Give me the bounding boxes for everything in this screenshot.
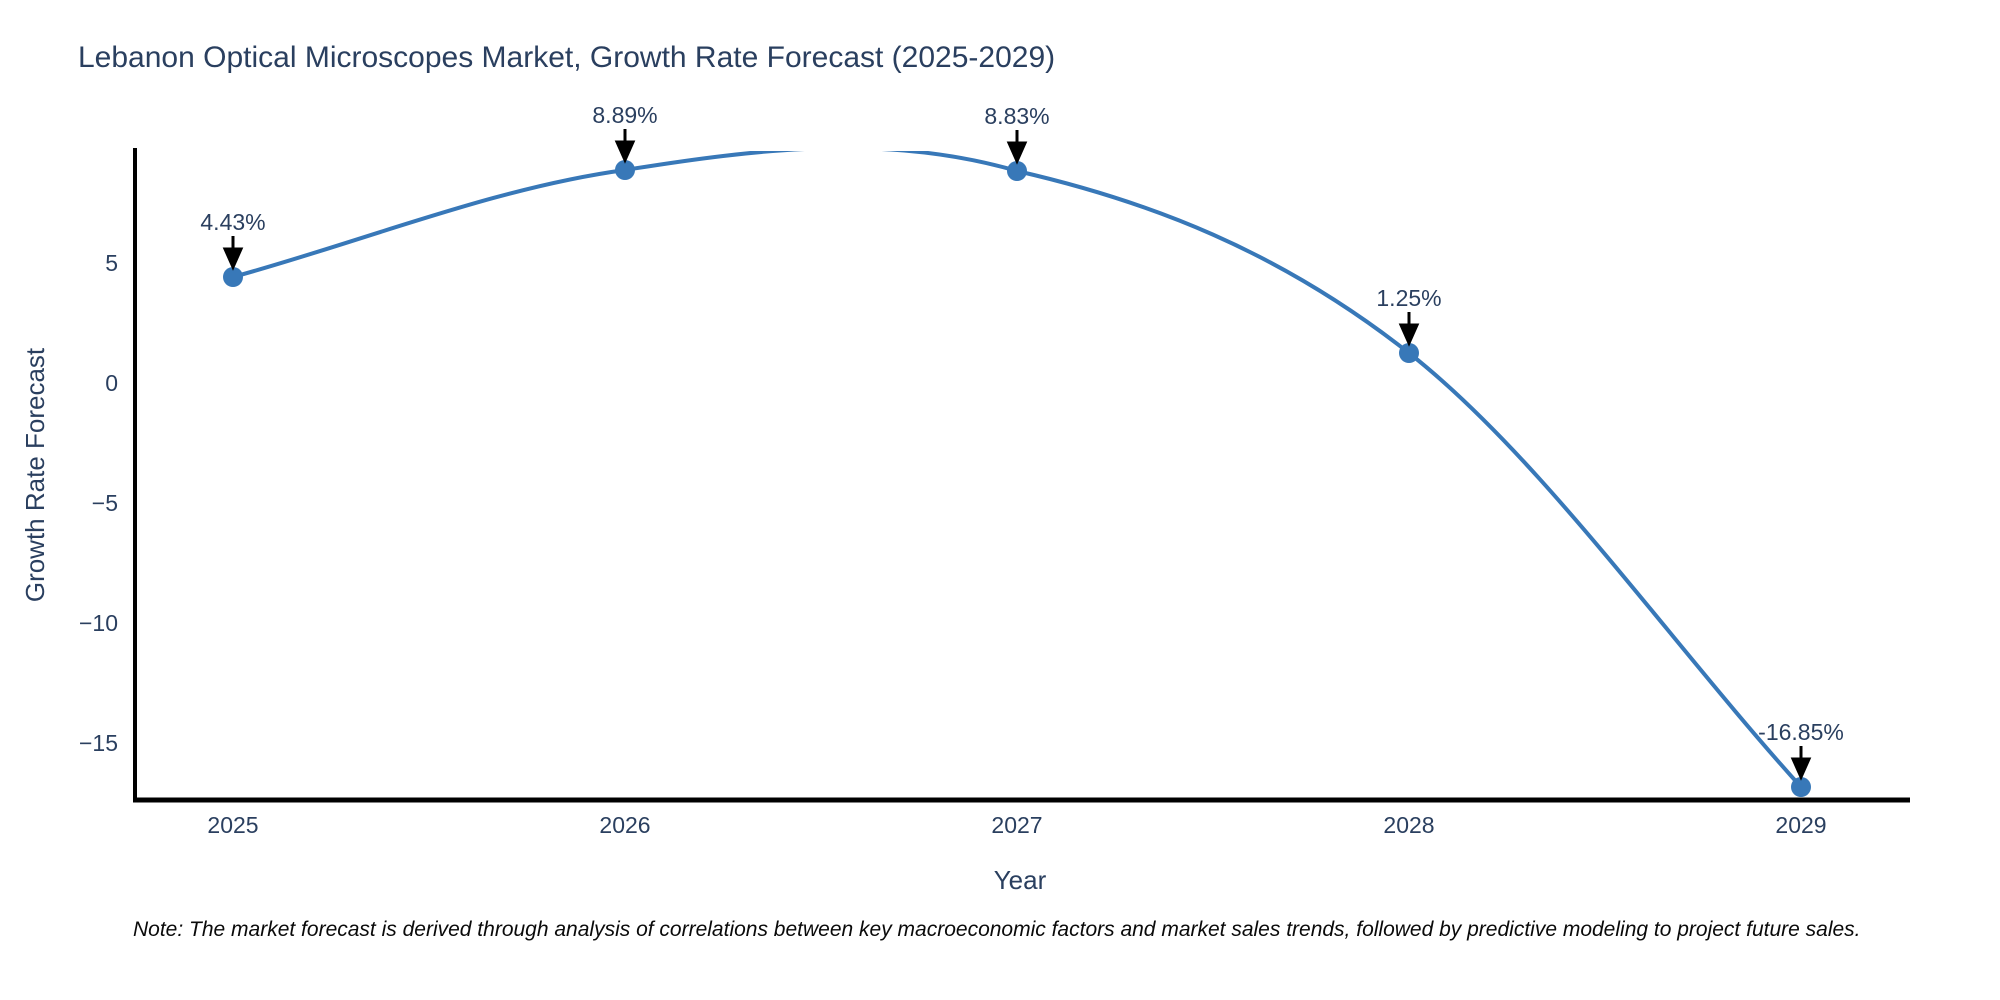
data-point-2029[interactable] <box>1791 777 1811 797</box>
x-tick-2028: 2028 <box>1383 812 1435 838</box>
y-tick-neg15: −15 <box>78 730 118 756</box>
x-tick-2026: 2026 <box>599 812 651 838</box>
y-tick-neg5: −5 <box>91 490 118 516</box>
annotation-arrowhead-2029 <box>1790 757 1812 781</box>
data-point-2026[interactable] <box>615 160 635 180</box>
point-label-2027: 8.83% <box>984 103 1050 129</box>
y-tick-0: 0 <box>105 370 118 396</box>
point-label-2026: 8.89% <box>592 102 658 128</box>
data-point-2025[interactable] <box>223 267 243 287</box>
footnote: Note: The market forecast is derived thr… <box>133 918 1861 941</box>
annotation-arrowhead-2028 <box>1398 323 1420 347</box>
y-axis-title: Growth Rate Forecast <box>20 347 50 603</box>
annotation-arrowhead-2025 <box>222 247 244 271</box>
trend-line <box>231 151 1803 789</box>
y-tick-neg10: −10 <box>78 610 118 636</box>
x-tick-2025: 2025 <box>207 812 259 838</box>
annotation-arrowhead-2027 <box>1006 141 1028 165</box>
point-label-2029: -16.85% <box>1758 719 1844 745</box>
x-tick-2029: 2029 <box>1775 812 1827 838</box>
point-label-2028: 1.25% <box>1376 285 1442 311</box>
point-label-2025: 4.43% <box>200 209 266 235</box>
annotation-arrowhead-2026 <box>614 140 636 164</box>
x-axis-title: Year <box>993 865 1047 895</box>
y-tick-5: 5 <box>105 250 118 276</box>
chart-title: Lebanon Optical Microscopes Market, Grow… <box>78 41 1056 74</box>
data-point-2027[interactable] <box>1007 161 1027 181</box>
x-tick-2027: 2027 <box>991 812 1043 838</box>
data-point-2028[interactable] <box>1399 343 1419 363</box>
